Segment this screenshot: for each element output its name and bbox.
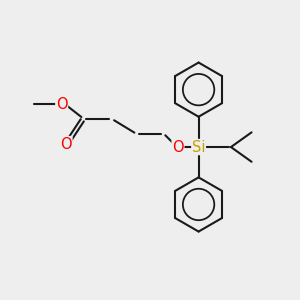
Text: O: O [60,136,72,152]
Text: O: O [172,140,184,154]
Text: Si: Si [192,140,205,154]
Text: O: O [56,97,68,112]
